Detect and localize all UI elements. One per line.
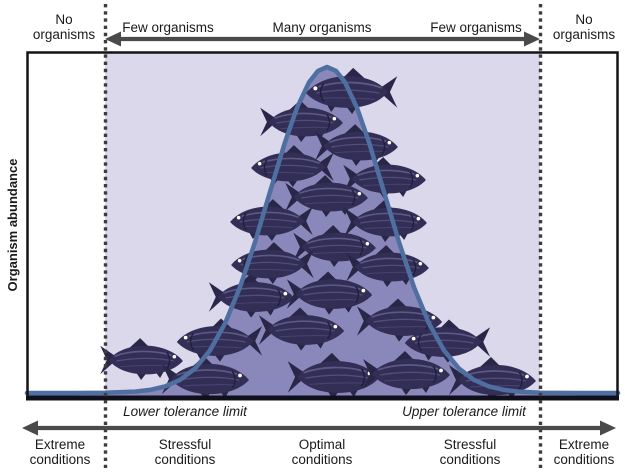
lower-tolerance-limit-label: Lower tolerance limit [123, 404, 247, 419]
zone-label-few-organisms-right: Few organisms [430, 20, 522, 35]
tolerance-curve-fill [27, 67, 618, 398]
zone-label-many-organisms: Many organisms [272, 20, 372, 35]
condition-label-stressful-left: Stressful conditions [154, 437, 216, 467]
condition-label-stressful-right: Stressful conditions [439, 437, 501, 467]
condition-label-optimal: Optimal conditions [291, 437, 353, 467]
conditions-gradient-arrow [22, 420, 616, 436]
zone-label-no-organisms-left: No organisms [32, 12, 96, 42]
zone-label-few-organisms-left: Few organisms [122, 20, 214, 35]
tolerance-curve [24, 64, 621, 396]
condition-label-extreme-right: Extreme conditions [553, 437, 615, 467]
abundance-arrow [105, 31, 540, 47]
zone-label-no-organisms-right: No organisms [552, 12, 616, 42]
y-axis-label: Organism abundance [5, 158, 20, 292]
upper-tolerance-limit-label: Upper tolerance limit [402, 404, 526, 419]
condition-label-extreme-left: Extreme conditions [29, 437, 91, 467]
